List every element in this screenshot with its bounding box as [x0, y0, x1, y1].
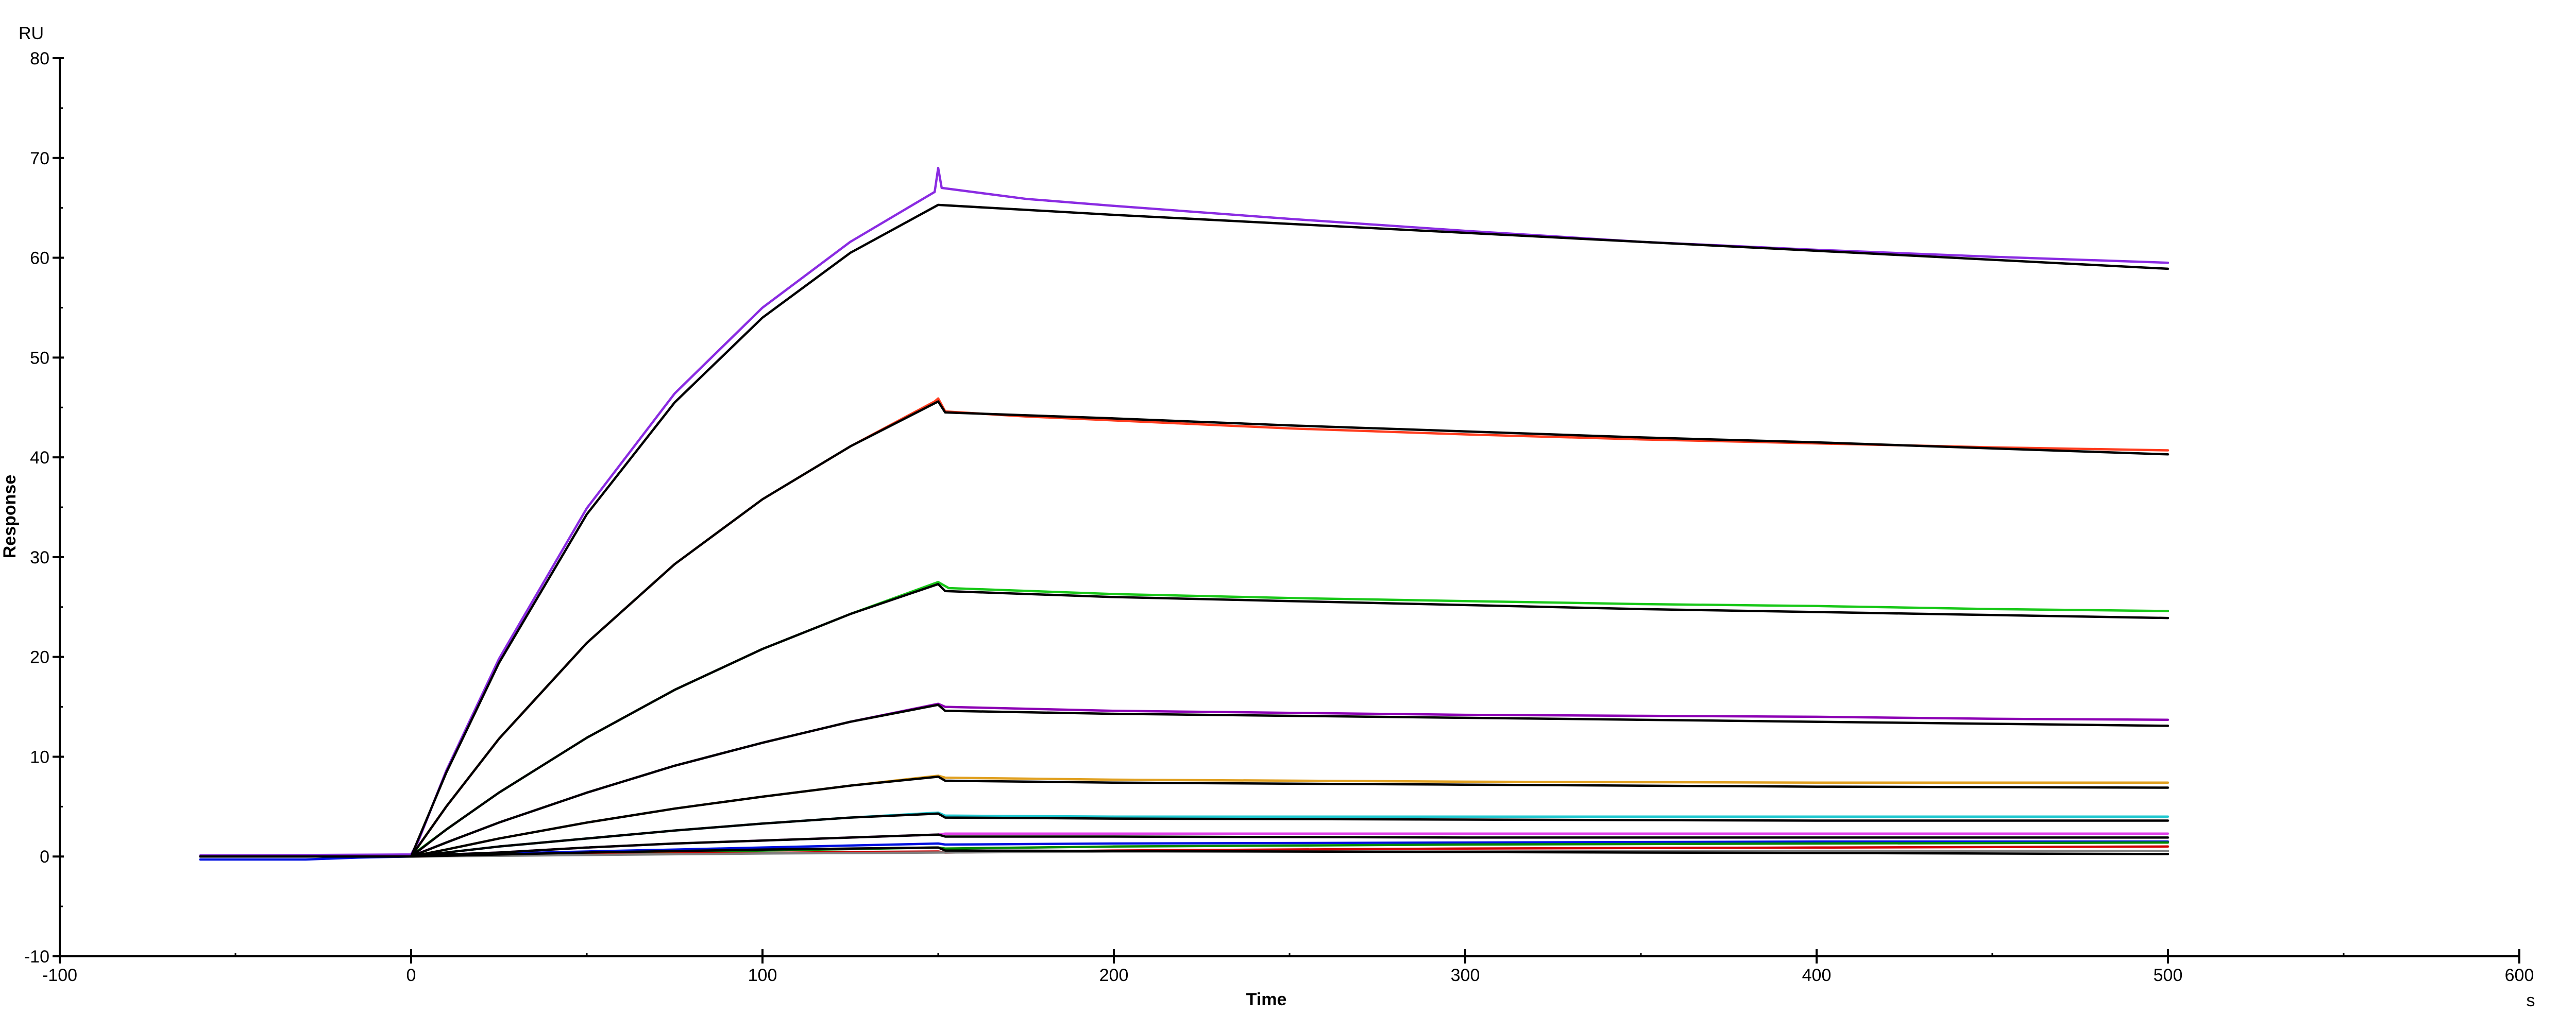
x-ticks: -100 0 100 200 300 400 500 600	[42, 949, 2534, 985]
y-tick-label: 30	[30, 548, 49, 567]
y-tick-label: 80	[30, 49, 49, 68]
fit-curve-curve-3-fit	[199, 582, 2170, 858]
x-axis-title: Time	[1246, 990, 1287, 1009]
fit-curve-curve-7-fit	[199, 833, 2170, 858]
x-tick-label: 0	[406, 966, 416, 985]
fit-curve-curve-1-fit	[199, 203, 2170, 858]
x-tick-label: 200	[1099, 966, 1129, 985]
y-ticks: -10 0 10 20 30 40 50 60 70 80	[24, 49, 64, 967]
x-tick-label: -100	[42, 966, 77, 985]
x-tick-label: 600	[2505, 966, 2534, 985]
y-tick-label: 50	[30, 348, 49, 368]
y-tick-label: 20	[30, 648, 49, 667]
y-unit-label: RU	[19, 24, 44, 43]
x-tick-label: 500	[2154, 966, 2183, 985]
y-tick-label: 70	[30, 149, 49, 168]
fit-curve-curve-5-fit	[199, 775, 2170, 858]
y-tick-label: -10	[24, 947, 49, 967]
y-tick-label: 0	[40, 847, 49, 867]
y-tick-label: 60	[30, 249, 49, 268]
y-tick-label: 40	[30, 448, 49, 468]
fit-curve-curve-4-fit	[199, 703, 2170, 858]
fit-curve-baseline-fit	[199, 846, 2170, 858]
y-tick-label: 10	[30, 747, 49, 767]
x-tick-label: 300	[1451, 966, 1480, 985]
x-tick-label: 400	[1802, 966, 1832, 985]
data-curve-curve-3	[199, 581, 2170, 858]
fit-curve-curve-6-fit	[199, 812, 2170, 858]
series-layer	[199, 166, 2170, 861]
y-axis-title: Response	[0, 475, 20, 559]
data-curve-curve-1	[199, 166, 2170, 857]
x-tick-label: 100	[748, 966, 777, 985]
fit-curve-curve-2-fit	[199, 400, 2170, 858]
x-unit-label: s	[2527, 991, 2535, 1010]
